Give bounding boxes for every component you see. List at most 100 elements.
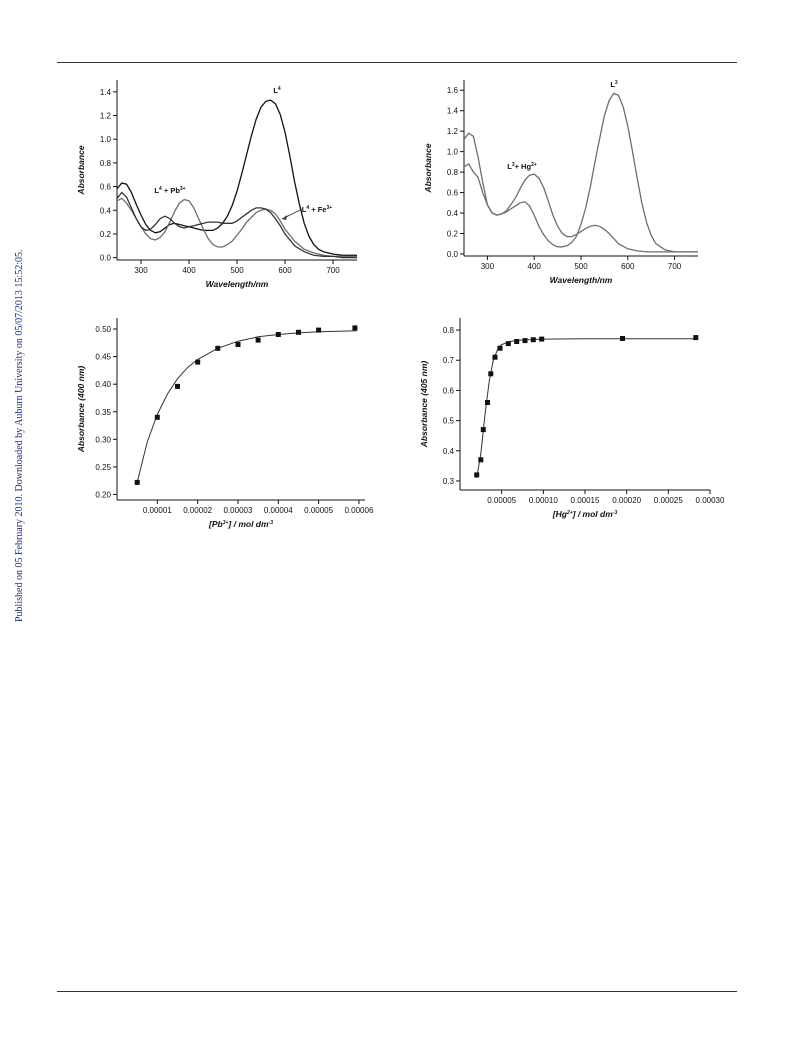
x-tick-label: 0.00030 <box>696 496 725 505</box>
data-point <box>134 479 140 485</box>
y-tick-label: 0.50 <box>95 325 111 334</box>
series-label: L4 + Fe3+ <box>302 205 332 214</box>
data-point <box>195 359 201 365</box>
data-point <box>316 327 322 333</box>
y-tick-label: 0.8 <box>100 159 112 168</box>
data-point <box>522 338 528 344</box>
x-axis-label: Wavelength/nm <box>550 275 613 285</box>
fit-curve <box>476 338 696 478</box>
series-line <box>464 132 698 253</box>
series-line <box>117 191 357 259</box>
x-tick-label: 0.00002 <box>183 506 212 515</box>
y-tick-label: 0.0 <box>100 254 112 263</box>
y-tick-label: 1.0 <box>100 135 112 144</box>
x-tick-label: 700 <box>668 262 682 271</box>
y-axis-label: Absorbance <box>76 145 86 195</box>
titration-chart-hg: 0.3 0.4 0.5 0.6 0.7 0.8 0.00005 0.00010 0.00015 0… <box>419 318 725 519</box>
data-point <box>275 332 281 337</box>
x-tick-label: 0.00020 <box>612 496 641 505</box>
x-tick-label: 300 <box>134 266 148 275</box>
x-axis-label: [Hg2+] / mol dm-3 <box>552 509 618 519</box>
fit-curve <box>136 330 357 483</box>
y-tick-label: 0.40 <box>95 380 111 389</box>
series-line <box>117 99 357 256</box>
data-point <box>175 383 180 389</box>
y-tick-label: 1.2 <box>100 112 112 121</box>
data-point <box>530 337 536 343</box>
y-tick-label: 1.6 <box>447 86 459 95</box>
data-point <box>255 337 261 343</box>
x-tick-label: 0.00006 <box>344 506 373 515</box>
x-tick-label: 0.00025 <box>654 496 683 505</box>
y-tick-label: 0.35 <box>95 408 111 417</box>
y-tick-label: 0.45 <box>95 353 111 362</box>
y-tick-label: 0.6 <box>100 183 112 192</box>
x-tick-label: 500 <box>230 266 244 275</box>
y-axis-label: Absorbance <box>423 143 433 193</box>
y-tick-label: 0.20 <box>95 490 111 499</box>
data-point <box>235 342 241 347</box>
y-tick-label: 0.6 <box>447 189 459 198</box>
y-axis-label: Absorbance (400 nm) <box>76 366 86 454</box>
x-tick-label: 0.00001 <box>143 506 172 515</box>
y-tick-label: 0.2 <box>447 229 459 238</box>
x-tick-label: 300 <box>481 262 495 271</box>
series-label: L3 <box>610 80 618 89</box>
series-line <box>464 92 698 253</box>
series-label: L4 <box>273 86 281 95</box>
x-axis-label: Wavelength/nm <box>206 279 269 289</box>
y-tick-label: 1.2 <box>447 127 459 136</box>
series-label: L3+ Hg2+ <box>507 162 537 171</box>
series-label: L4 + Pb3+ <box>154 186 185 195</box>
y-tick-label: 0.5 <box>443 417 455 426</box>
data-point <box>485 400 490 405</box>
x-tick-label: 0.00010 <box>529 496 558 505</box>
y-tick-label: 1.4 <box>447 107 459 116</box>
data-point <box>539 336 545 342</box>
y-tick-label: 0.0 <box>447 250 459 259</box>
spectrum-chart-l4: 0.0 0.2 0.4 0.6 0.8 1.0 1.2 1.4 300 400 500 600 700 A… <box>76 80 357 289</box>
y-tick-label: 1.4 <box>100 88 112 97</box>
x-tick-label: 700 <box>326 266 340 275</box>
y-tick-label: 0.8 <box>443 326 455 335</box>
x-tick-label: 600 <box>621 262 635 271</box>
data-point <box>480 427 486 433</box>
data-point <box>620 336 625 341</box>
data-point <box>352 325 358 331</box>
y-tick-label: 0.6 <box>443 386 455 395</box>
y-tick-label: 0.25 <box>95 463 111 472</box>
y-tick-label: 0.30 <box>95 435 111 444</box>
y-tick-label: 0.4 <box>443 447 455 456</box>
x-tick-label: 600 <box>278 266 292 275</box>
data-point <box>497 345 503 351</box>
data-point <box>478 457 484 463</box>
x-axis-label: [Pb3+] / mol dm-3 <box>208 519 273 529</box>
x-tick-label: 400 <box>182 266 196 275</box>
data-point <box>154 414 160 420</box>
top-rule <box>57 62 737 63</box>
y-tick-label: 0.4 <box>447 209 459 218</box>
y-tick-label: 0.3 <box>443 477 455 486</box>
y-tick-label: 1.0 <box>447 148 459 157</box>
x-tick-label: 0.00005 <box>487 496 516 505</box>
x-tick-label: 0.00015 <box>571 496 600 505</box>
data-point <box>492 354 498 360</box>
data-point <box>474 472 480 478</box>
y-axis-label: Absorbance (405 nm) <box>419 361 429 449</box>
y-tick-label: 0.4 <box>100 206 112 215</box>
y-tick-label: 0.2 <box>100 230 112 239</box>
bottom-rule <box>57 991 737 992</box>
x-tick-label: 400 <box>528 262 542 271</box>
y-tick-label: 0.7 <box>443 356 455 365</box>
spectrum-chart-l3: 0.0 0.2 0.4 0.6 0.8 1.0 1.2 1.4 1.6 300 400 500 600 7… <box>423 80 698 285</box>
data-point <box>296 329 301 335</box>
publication-note: Published on 05 February 2010. Downloade… <box>14 249 25 622</box>
x-tick-label: 0.00004 <box>264 506 293 515</box>
titration-chart-pb: 0.20 0.25 0.30 0.35 0.40 0.45 0.50 0.00001 0.000… <box>76 318 374 529</box>
data-point <box>215 345 221 351</box>
x-tick-label: 0.00005 <box>304 506 333 515</box>
annotation-arrowhead <box>282 215 287 220</box>
x-tick-label: 500 <box>574 262 588 271</box>
series-line <box>117 197 357 258</box>
data-point <box>514 339 520 344</box>
